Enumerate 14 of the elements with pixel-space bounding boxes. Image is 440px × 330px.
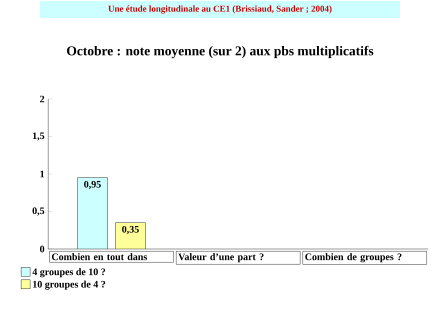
chart-title: Une étude longitudinale au CE1 (Brissiaud, Sander ; 2004) [108,5,332,14]
x-tick-label: Valeur d’une part ? [178,253,264,262]
chart-subtitle: Octobre : note moyenne (sur 2) aux pbs multiplicatifs [67,46,374,58]
data-label: 0,95 [84,180,101,190]
legend-label: 4 groupes de 10 ? [32,268,106,278]
y-tick-label: 0 [40,246,44,252]
y-tick-label: 1,5 [32,132,44,141]
data-label: 0,35 [122,226,139,234]
y-tick-label: 0,5 [32,207,44,216]
y-tick-label: 2 [40,96,44,102]
x-tick-label: Combien de groupes ? [305,253,402,262]
x-tick-label: Combien en tout dans [52,253,147,260]
legend-label: 10 groupes de 4 ? [33,280,106,290]
y-tick-label: 1 [40,170,44,178]
